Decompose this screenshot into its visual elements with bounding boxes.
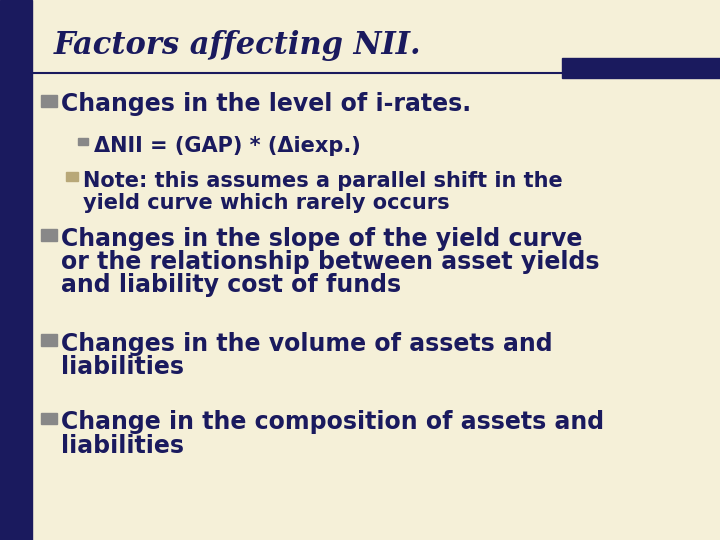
Bar [0, 0, 32, 540]
Bar [41, 95, 57, 107]
Bar [41, 334, 57, 346]
Text: liabilities: liabilities [61, 434, 184, 457]
Text: Change in the composition of assets and: Change in the composition of assets and [61, 410, 604, 434]
Text: and liability cost of funds: and liability cost of funds [61, 273, 401, 297]
Text: Changes in the slope of the yield curve: Changes in the slope of the yield curve [61, 227, 582, 251]
Text: yield curve which rarely occurs: yield curve which rarely occurs [83, 193, 449, 213]
Bar [66, 172, 78, 181]
Bar [41, 229, 57, 241]
Text: Changes in the level of i-rates.: Changes in the level of i-rates. [61, 92, 472, 116]
Text: liabilities: liabilities [61, 355, 184, 379]
Text: ΔNII = (GAP) * (Δiexp.): ΔNII = (GAP) * (Δiexp.) [94, 136, 360, 156]
Text: or the relationship between asset yields: or the relationship between asset yields [61, 250, 600, 274]
Bar [41, 413, 57, 424]
Bar [78, 138, 88, 145]
Text: Factors affecting NII.: Factors affecting NII. [54, 30, 422, 60]
Text: Note: this assumes a parallel shift in the: Note: this assumes a parallel shift in t… [83, 171, 562, 191]
Text: Changes in the volume of assets and: Changes in the volume of assets and [61, 332, 553, 356]
Bar [562, 58, 720, 78]
